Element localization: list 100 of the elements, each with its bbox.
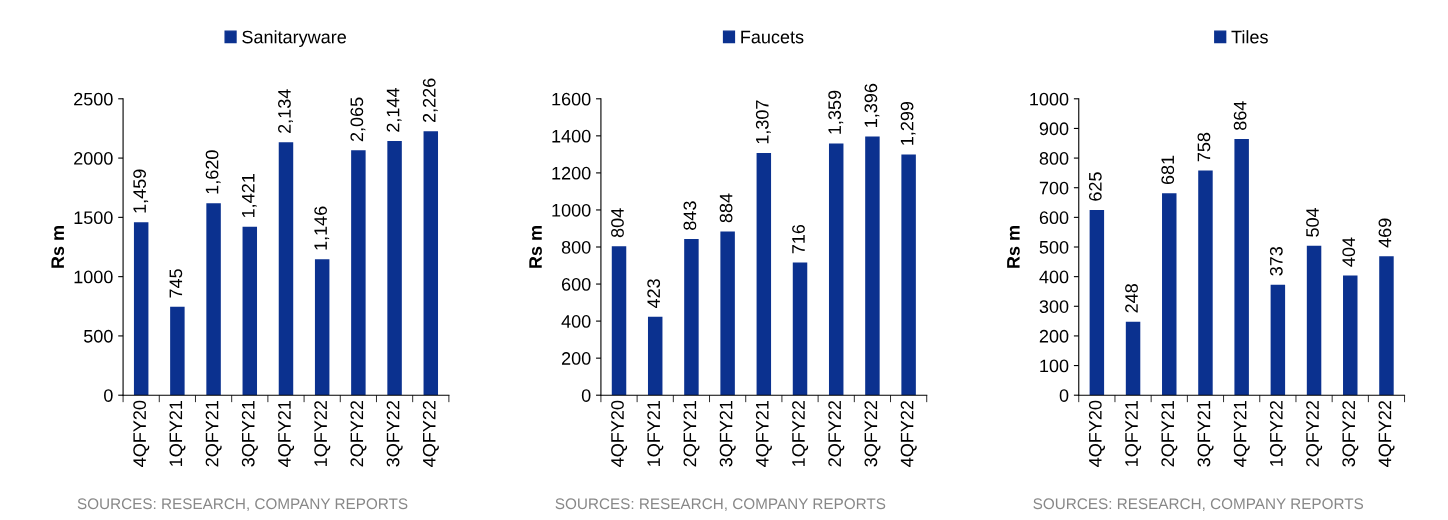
y-tick-label: 2500 <box>74 92 113 106</box>
text: 1,299 <box>900 101 916 145</box>
bar <box>206 203 221 396</box>
y-tick-label: 200 <box>561 352 591 365</box>
y-tick-label: 200 <box>1039 329 1069 343</box>
y-tick-label: 400 <box>561 315 591 328</box>
legend-label: Faucets <box>741 30 804 44</box>
text: 404 <box>1342 237 1356 267</box>
y-tick-label: 0 <box>104 389 113 402</box>
x-tick-label: 4QFY20 <box>133 400 150 467</box>
bar <box>1306 245 1322 396</box>
x-tick-label: 4QFY21 <box>1233 400 1250 467</box>
x-tick-label: 2QFY22 <box>828 400 845 467</box>
y-tick-label: 500 <box>1039 240 1069 254</box>
x-tick-label: 4QFY22 <box>422 400 439 467</box>
bar <box>1198 170 1213 396</box>
bar <box>720 231 735 396</box>
text: 804 <box>611 208 624 238</box>
text: 469 <box>1378 218 1392 248</box>
text: 1,620 <box>205 150 221 194</box>
bar <box>828 143 844 396</box>
x-tick-label: 4QFY22 <box>1378 400 1395 467</box>
bar <box>901 154 916 396</box>
y-tick-label: 900 <box>1039 122 1069 136</box>
y-tick-label: 700 <box>1039 181 1069 195</box>
x-tick-label: 1QFY22 <box>792 400 809 466</box>
text: 681 <box>1161 155 1175 185</box>
y-tick-label: 800 <box>1039 152 1069 165</box>
x-tick-label: 3QFY21 <box>241 400 258 467</box>
text: 423 <box>647 279 661 309</box>
bar <box>611 246 627 396</box>
bar <box>1089 209 1105 396</box>
bar <box>865 136 880 396</box>
y-tick-label: 1500 <box>74 211 113 225</box>
x-tick-label: 3QFY21 <box>719 400 736 467</box>
text: 2,226 <box>422 78 438 123</box>
bar <box>351 150 366 396</box>
bar <box>133 222 149 396</box>
y-tick-label: 0 <box>581 389 591 402</box>
y-tick-label: 600 <box>1039 211 1069 225</box>
x-tick-label: 2QFY21 <box>683 400 700 467</box>
legend-label: Sanitaryware <box>242 30 346 47</box>
x-tick-label: 1QFY21 <box>169 400 186 466</box>
x-tick-label: 2QFY22 <box>1306 400 1323 467</box>
text: 716 <box>792 224 805 254</box>
text: 2,134 <box>278 89 293 133</box>
x-tick-label: 3QFY22 <box>864 400 881 467</box>
x-tick-label: 2QFY21 <box>1161 400 1178 467</box>
text: 1,396 <box>864 83 880 127</box>
bar <box>170 306 185 396</box>
x-tick-label: 3QFY22 <box>386 400 403 467</box>
y-tick-label: 0 <box>1059 389 1069 402</box>
y-tick-label: 500 <box>83 329 113 343</box>
x-tick-label: 1QFY22 <box>314 400 331 466</box>
x-tick-label: 2QFY22 <box>350 400 367 467</box>
y-tick-label: 1200 <box>552 166 591 180</box>
y-axis-title: Rs m <box>529 226 542 268</box>
bar <box>242 226 258 396</box>
x-tick-label: 3QFY22 <box>1342 400 1359 467</box>
bar <box>1343 275 1358 396</box>
y-tick-label: 100 <box>1040 359 1069 373</box>
bar <box>756 153 772 396</box>
y-tick-label: 1600 <box>552 92 591 106</box>
legend-label: Tiles <box>1231 30 1268 44</box>
text: 758 <box>1197 132 1211 162</box>
bar <box>1234 139 1249 396</box>
bar <box>278 142 294 396</box>
x-tick-label: 4QFY21 <box>278 400 295 467</box>
y-axis-title: Rs m <box>51 226 65 268</box>
x-tick-label: 4QFY20 <box>1088 400 1105 467</box>
text: 1,459 <box>133 169 149 213</box>
bar <box>314 259 330 396</box>
bar <box>1270 284 1286 396</box>
text: 1,421 <box>241 174 257 218</box>
text: 884 <box>719 193 733 223</box>
text: 1,307 <box>755 100 771 144</box>
text: 2,065 <box>350 97 366 142</box>
y-tick-label: 300 <box>1039 300 1069 313</box>
text: 625 <box>1088 172 1102 201</box>
bar <box>792 262 808 396</box>
bar <box>387 141 402 396</box>
y-tick-label: 2000 <box>74 152 113 165</box>
text: 843 <box>683 201 697 230</box>
text: 2,144 <box>386 88 402 132</box>
text: 1,359 <box>828 90 844 134</box>
bar <box>1162 193 1177 396</box>
y-tick-label: 800 <box>561 240 591 254</box>
source-note: SOURCES: RESEARCH, COMPANY REPORTS <box>77 498 408 511</box>
y-tick-label: 1000 <box>74 270 113 284</box>
source-note: SOURCES: RESEARCH, COMPANY REPORTS <box>1033 498 1364 511</box>
x-tick-label: 3QFY21 <box>1197 400 1214 467</box>
source-note: SOURCES: RESEARCH, COMPANY REPORTS <box>555 498 886 511</box>
y-tick-label: 600 <box>561 277 591 291</box>
x-tick-label: 1QFY21 <box>647 400 664 466</box>
y-axis-title: Rs m <box>1007 226 1020 268</box>
text: 504 <box>1306 207 1319 237</box>
y-tick-label: 1000 <box>552 203 591 217</box>
y-tick-label: 400 <box>1039 270 1069 284</box>
y-tick-label: 1000 <box>1030 92 1069 106</box>
bar <box>1125 321 1141 396</box>
